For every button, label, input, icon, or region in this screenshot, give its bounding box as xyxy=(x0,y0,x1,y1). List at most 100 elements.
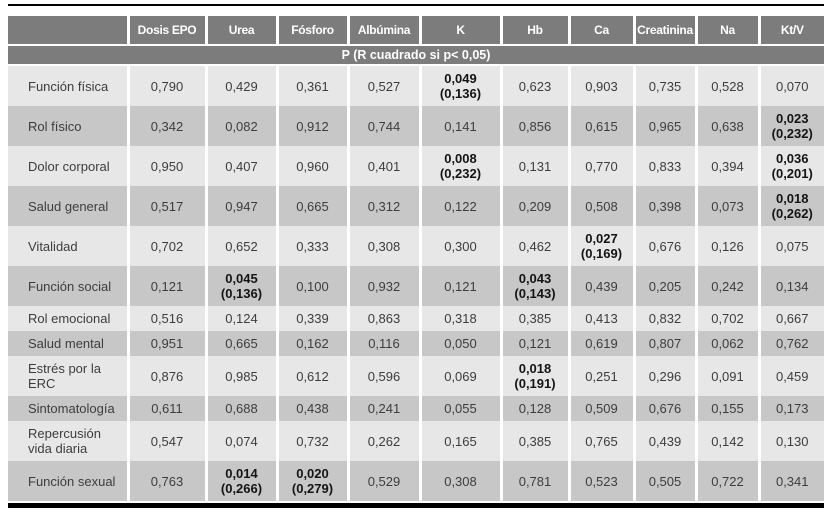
r-squared-value: (0,201) xyxy=(771,166,813,181)
table-row: Salud general 0,517 0,947 0,665 0,312 0,122 0,… xyxy=(8,186,824,226)
p-value: 0,018 xyxy=(518,361,552,376)
p-value: 0,036 xyxy=(775,151,809,166)
p-value-cell: 0,947 xyxy=(204,186,277,226)
column-header-albumina: Albúmina xyxy=(346,16,420,45)
p-value-cell: 0,807 xyxy=(632,331,696,356)
p-value-cell-significant: 0,036 (0,201) xyxy=(757,146,824,186)
p-value-cell: 0,091 xyxy=(694,356,759,396)
p-value-cell: 0,527 xyxy=(346,65,420,106)
section-header-row: P (R cuadrado si p< 0,05) xyxy=(8,44,824,66)
p-value-cell: 0,912 xyxy=(275,106,348,146)
p-value-cell: 0,702 xyxy=(126,226,206,266)
p-value-cell: 0,832 xyxy=(632,306,696,331)
p-value-cell: 0,318 xyxy=(418,306,501,331)
p-value: 0,049 xyxy=(444,71,477,86)
p-value-cell: 0,619 xyxy=(567,331,634,356)
table-row: Dolor corporal 0,950 0,407 0,960 0,401 0,008(… xyxy=(8,146,824,186)
table-row: Estrés por la ERC 0,876 0,985 0,612 0,596 0,0… xyxy=(8,356,824,396)
p-value-cell: 0,073 xyxy=(694,186,759,226)
p-value-cell: 0,439 xyxy=(567,266,634,306)
row-label: Función sexual xyxy=(28,473,116,489)
p-value-cell: 0,126 xyxy=(694,226,759,266)
p-value-cell: 0,676 xyxy=(632,396,696,421)
r-squared-value: (0,191) xyxy=(514,376,556,391)
p-value-cell: 0,141 xyxy=(418,106,501,146)
table-row: Rol emocional 0,516 0,124 0,339 0,863 0,318 0,… xyxy=(8,306,824,331)
p-value-cell: 0,069 xyxy=(418,356,501,396)
p-value-cell: 0,308 xyxy=(418,461,501,501)
p-value: 0,043 xyxy=(518,271,552,286)
p-value-cell: 0,342 xyxy=(126,106,206,146)
p-value-cell: 0,300 xyxy=(418,226,501,266)
p-value-cell: 0,142 xyxy=(694,421,759,461)
column-header-fosforo: Fósforo xyxy=(275,16,348,45)
table-row: Repercusión vida diaria 0,547 0,074 0,732 0,… xyxy=(8,421,824,461)
row-label: Estrés por la ERC xyxy=(28,361,101,391)
p-value-cell: 0,312 xyxy=(346,186,420,226)
table-row: Sintomatología 0,611 0,688 0,438 0,241 0,055 0… xyxy=(8,396,824,421)
p-value-cell: 0,833 xyxy=(632,146,696,186)
r-squared-value: (0,136) xyxy=(220,286,263,301)
p-value-cell: 0,985 xyxy=(204,356,277,396)
p-value: 0,045 xyxy=(225,271,258,286)
p-value-cell-significant: 0,027 (0,169) xyxy=(567,226,634,266)
row-label: Rol físico xyxy=(28,118,82,134)
p-value-cell: 0,547 xyxy=(126,421,206,461)
p-value-cell: 0,960 xyxy=(275,146,348,186)
p-value-cell: 0,735 xyxy=(632,65,696,106)
column-header-urea: Urea xyxy=(204,16,277,45)
p-value-cell: 0,863 xyxy=(346,306,420,331)
p-value-cell: 0,385 xyxy=(499,421,569,461)
p-value-cell: 0,121 xyxy=(499,331,569,356)
p-value-cell: 0,100 xyxy=(275,266,348,306)
r-squared-value: (0,169) xyxy=(580,246,623,261)
p-value-cell: 0,612 xyxy=(275,356,348,396)
p-value-cell-significant: 0,008 (0,232) xyxy=(418,146,501,186)
p-value-cell: 0,398 xyxy=(632,186,696,226)
p-value-cell: 0,439 xyxy=(632,421,696,461)
column-header-na: Na xyxy=(694,16,759,45)
table-row: Vitalidad 0,702 0,652 0,333 0,308 0,300 0,462 0… xyxy=(8,226,824,266)
p-value-cell: 0,508 xyxy=(567,186,634,226)
p-value-cell-significant: 0,045 (0,136) xyxy=(204,266,277,306)
p-value-cell: 0,413 xyxy=(567,306,634,331)
top-rule xyxy=(8,4,824,6)
p-value-cell: 0,124 xyxy=(204,306,277,331)
row-label: Sintomatología xyxy=(28,401,115,416)
row-label: Repercusión vida diaria xyxy=(28,426,101,456)
p-value-cell: 0,173 xyxy=(757,396,824,421)
r-squared-value: (0,279) xyxy=(291,481,334,496)
p-value-cell-significant: 0,018 (0,262) xyxy=(757,186,824,226)
column-header-hb: Hb xyxy=(499,16,569,45)
p-value-cell: 0,055 xyxy=(418,396,501,421)
p-value: 0,008 xyxy=(444,151,477,166)
row-label: Salud mental xyxy=(28,336,104,351)
p-value-cell: 0,950 xyxy=(126,146,206,186)
table-row: Función sexual 0,763 0,014 (0,266) 0,020 (0,2… xyxy=(8,461,824,501)
p-value-cell: 0,665 xyxy=(204,331,277,356)
p-value-cell: 0,128 xyxy=(499,396,569,421)
table-row: Función física 0,790 0,429 0,361 0,527 0,049(… xyxy=(8,65,824,106)
p-value-cell: 0,205 xyxy=(632,266,696,306)
p-value-cell: 0,394 xyxy=(694,146,759,186)
row-label: Vitalidad xyxy=(28,238,78,254)
p-value-cell: 0,131 xyxy=(499,146,569,186)
p-value-cell: 0,765 xyxy=(567,421,634,461)
p-value-cell: 0,615 xyxy=(567,106,634,146)
p-value: 0,020 xyxy=(296,466,329,481)
p-value-cell: 0,116 xyxy=(346,331,420,356)
p-value-cell-significant: 0,014 (0,266) xyxy=(204,461,277,501)
p-value-cell: 0,965 xyxy=(632,106,696,146)
p-value-cell: 0,401 xyxy=(346,146,420,186)
p-value-cell: 0,209 xyxy=(499,186,569,226)
p-value-cell-significant: 0,020 (0,279) xyxy=(275,461,348,501)
p-value-cell-significant: 0,018 (0,191) xyxy=(499,356,569,396)
p-value-cell: 0,130 xyxy=(757,421,824,461)
p-value-cell: 0,667 xyxy=(757,306,824,331)
r-squared-value: (0,262) xyxy=(771,206,813,221)
p-value-cell: 0,251 xyxy=(567,356,634,396)
p-value-cell: 0,339 xyxy=(275,306,348,331)
column-header-dosis-epo: Dosis EPO xyxy=(126,16,206,45)
p-value-cell: 0,903 xyxy=(567,65,634,106)
